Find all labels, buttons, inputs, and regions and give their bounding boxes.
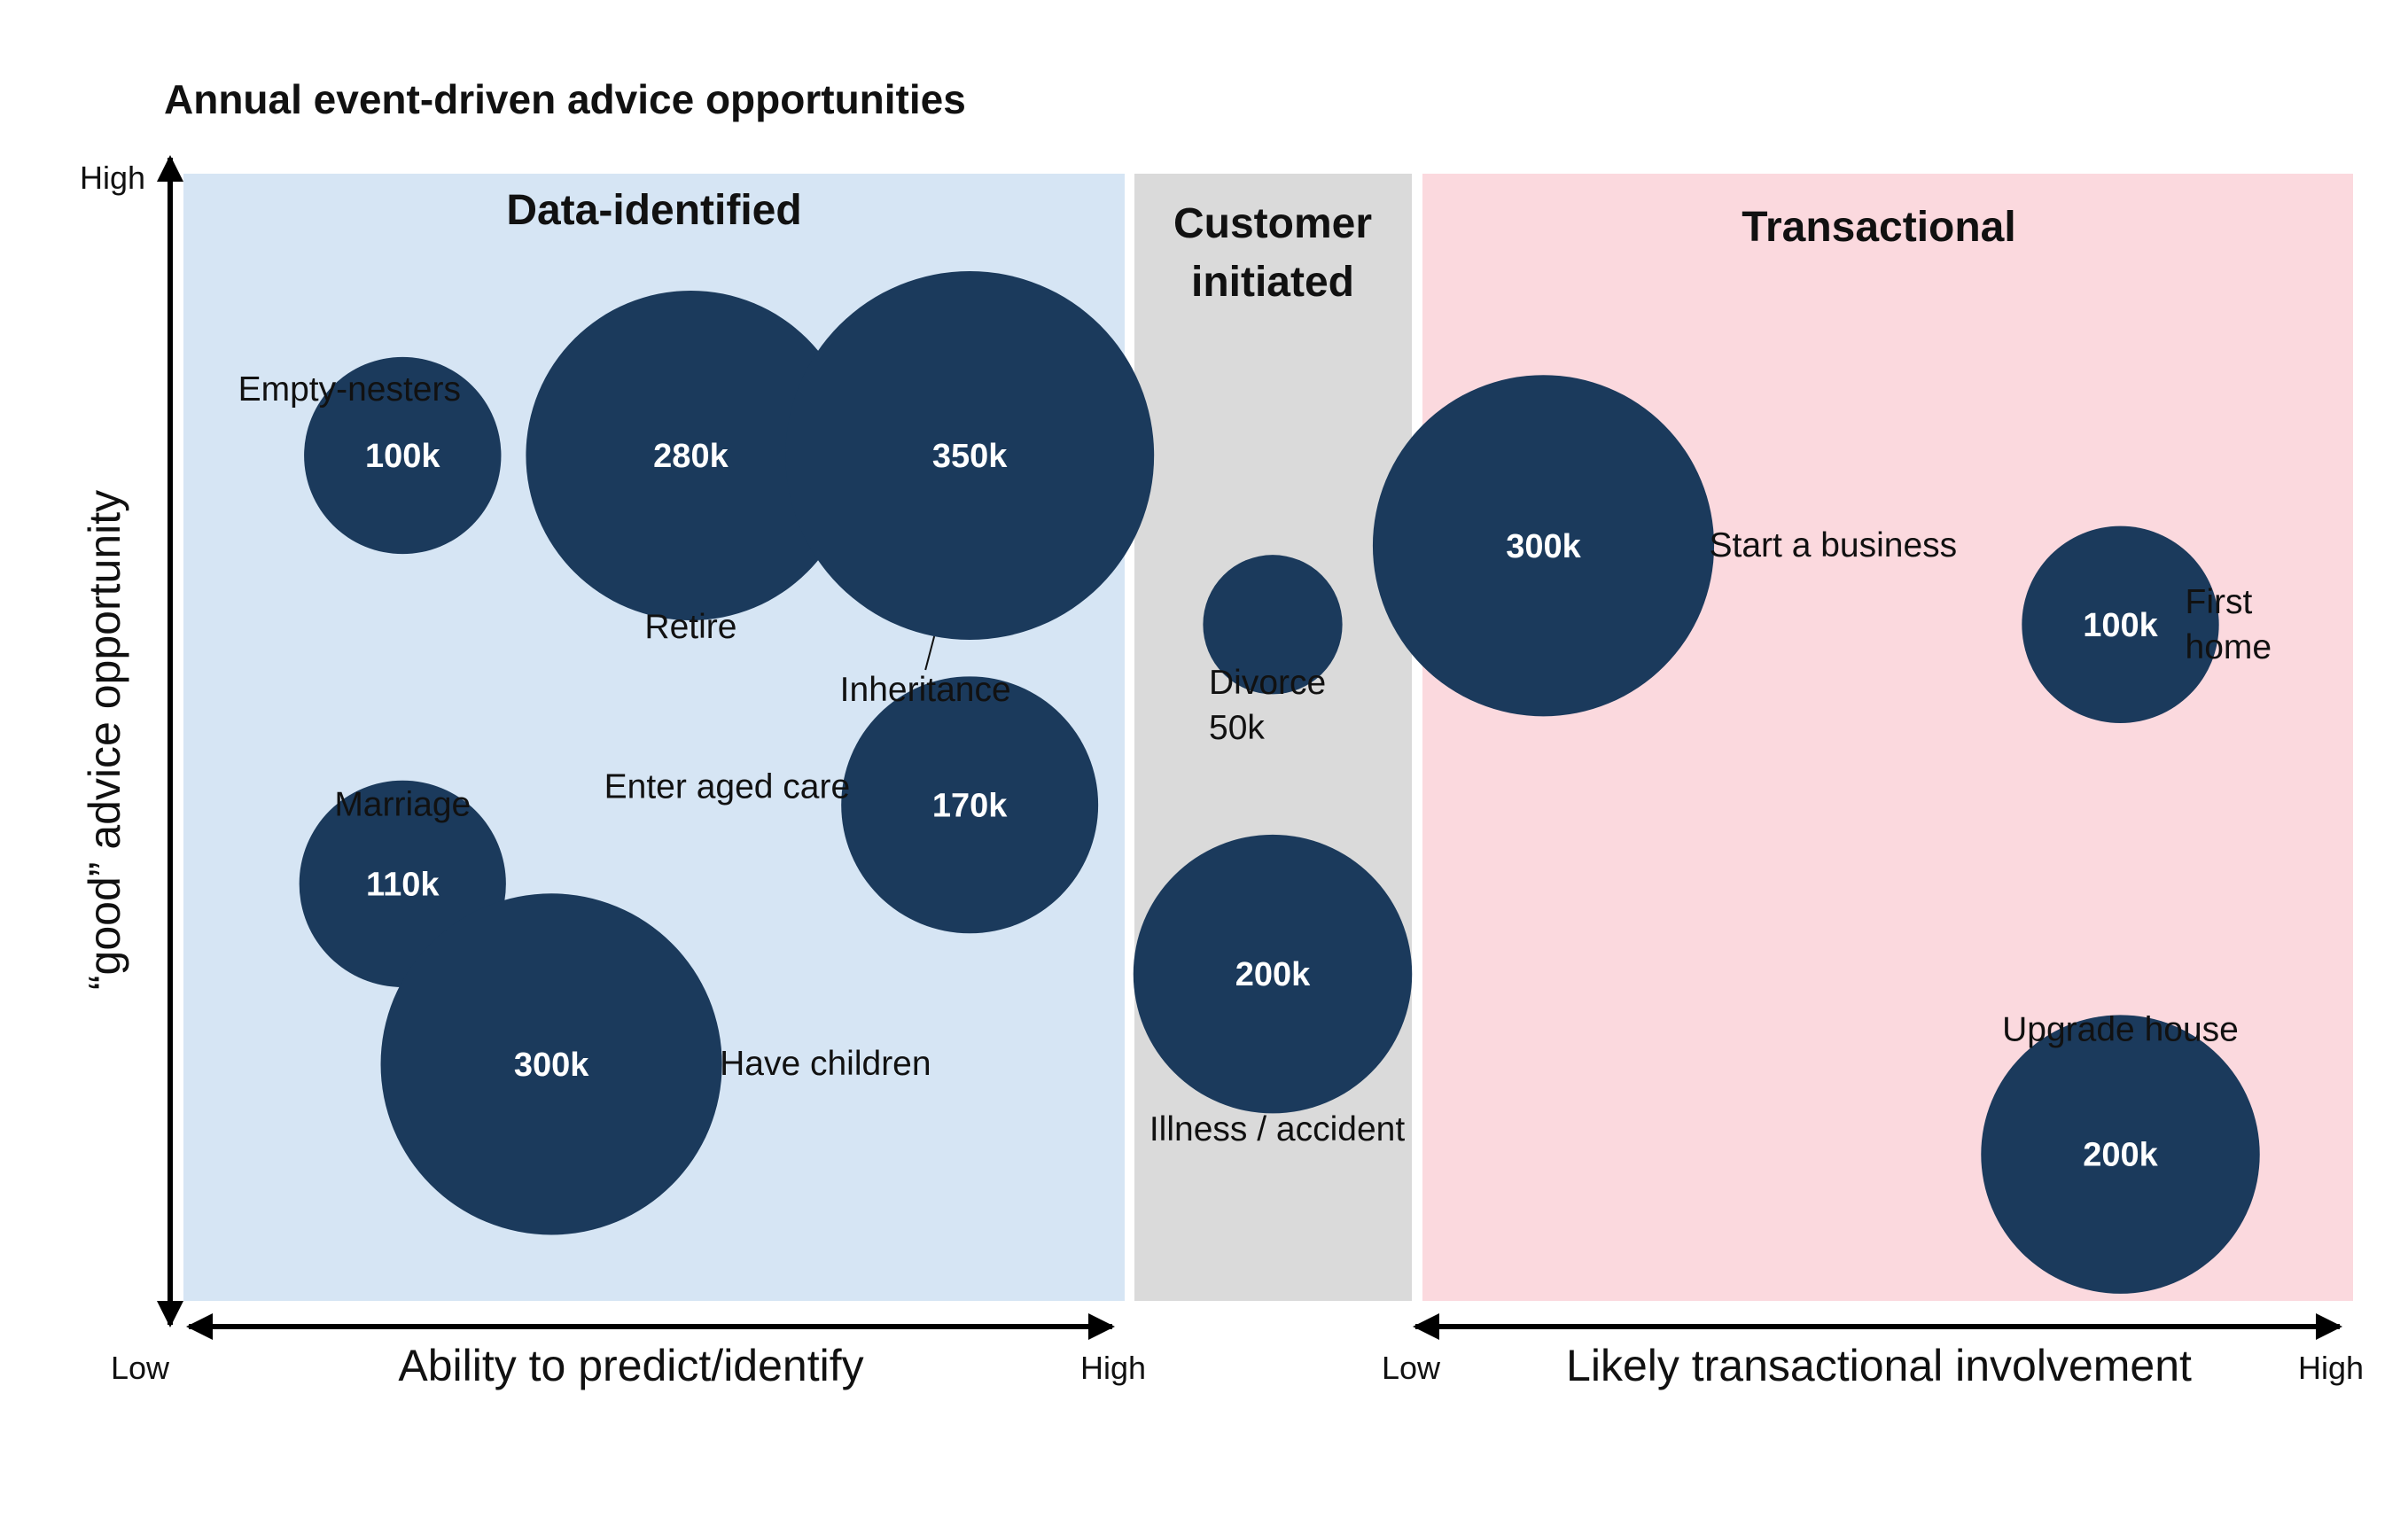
bubble-label-empty-nesters: Empty-nesters — [238, 370, 461, 409]
bubble-label-divorce: Divorce — [1209, 664, 1326, 702]
bubble-value-have-children: 300k — [514, 1047, 589, 1084]
bubble-label-illness-accident: Illness / accident — [1149, 1110, 1405, 1148]
x-axis-predictability-high: High — [1080, 1350, 1146, 1386]
bubble-first-home — [2022, 525, 2219, 723]
bubble-value-upgrade-house: 200k — [2083, 1137, 2158, 1174]
bubble-value-empty-nesters: 100k — [365, 438, 440, 475]
bubble-label-have-children: Have children — [720, 1045, 931, 1083]
bubble-value-illness-accident: 200k — [1235, 956, 1311, 993]
y-axis-label: “good” advice opportunity — [80, 490, 129, 990]
region-title-customer-initiated-line1: Customer — [1173, 200, 1372, 247]
bubble-value-inheritance: 350k — [932, 438, 1008, 475]
x-axis-transactional-low: Low — [1382, 1350, 1441, 1386]
bubble-illness-accident — [1133, 834, 1413, 1114]
region-title-data-identified: Data-identified — [506, 187, 801, 234]
x-axis-transactional-high: High — [2298, 1350, 2364, 1386]
bubble-label-start-a-business: Start a business — [1710, 526, 1958, 564]
bubble-retire — [526, 290, 856, 621]
bubble-value-enter-aged-care: 170k — [932, 787, 1008, 824]
bubble-label-upgrade-house: Upgrade house — [2002, 1011, 2239, 1049]
bubbles — [299, 271, 2260, 1294]
bubble-value-retire: 280k — [653, 438, 729, 475]
bubble-label-first-home-line1: First — [2186, 583, 2253, 621]
y-axis-high-tick: High — [80, 160, 145, 196]
bubble-upgrade-house — [1981, 1015, 2260, 1294]
x-axis-predictability-label: Ability to predict/identify — [398, 1341, 863, 1390]
bubble-value-divorce: 50k — [1209, 709, 1265, 747]
bubble-inheritance — [785, 271, 1155, 640]
bubble-label-first-home-line2: home — [2186, 628, 2272, 666]
bubble-label-marriage: Marriage — [334, 785, 471, 823]
bubble-label-enter-aged-care: Enter aged care — [604, 767, 851, 806]
bubble-value-first-home: 100k — [2083, 607, 2158, 644]
leader-line-inheritance — [924, 635, 936, 671]
bubble-label-inheritance: Inheritance — [840, 671, 1011, 709]
bubble-have-children — [380, 893, 722, 1235]
bubble-empty-nesters — [304, 356, 502, 555]
bubble-start-a-business — [1372, 375, 1715, 717]
bubble-label-retire: Retire — [644, 608, 736, 646]
bubble-enter-aged-care — [841, 676, 1099, 934]
bubble-divorce — [1203, 555, 1343, 695]
bubble-labels: 100k Empty-nesters 280k Retire 350k Inheritan… — [238, 370, 2272, 1174]
bubble-value-start-a-business: 300k — [1506, 528, 1581, 565]
bubble-value-marriage: 110k — [366, 866, 440, 903]
chart-title: Annual event-driven advice opportunities — [164, 76, 966, 122]
y-axis-low-tick: Low — [111, 1350, 170, 1386]
x-axis-transactional-label: Likely transactional involvement — [1566, 1341, 2192, 1390]
region-title-customer-initiated-line2: initiated — [1191, 259, 1354, 306]
region-title-transactional: Transactional — [1742, 204, 2015, 251]
